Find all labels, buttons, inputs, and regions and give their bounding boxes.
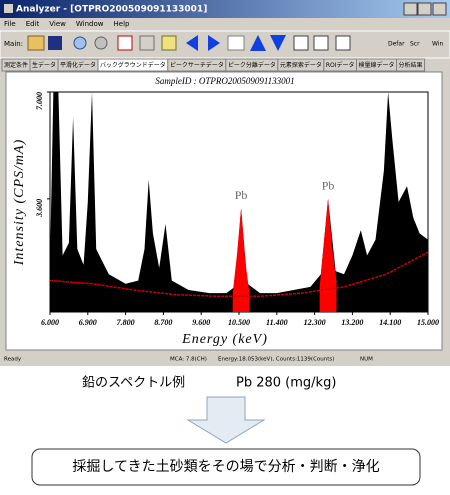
prev-icon[interactable]	[186, 35, 198, 51]
tab-row: 測定条件 生データ 平滑化データ バックグラウンドデータ ピークサーチデータ ピーク分離デ…	[1, 58, 426, 72]
toolbar-button[interactable]: Scr	[410, 41, 420, 48]
tab-label[interactable]: 元素探索データ	[280, 61, 322, 69]
peak-area	[232, 208, 250, 312]
maximize-button[interactable]	[417, 2, 432, 16]
menu-item[interactable]: File	[4, 20, 16, 28]
tab-label[interactable]: ピークサーチデータ	[170, 61, 224, 69]
toolbar-right: Defar Scr Win	[388, 41, 443, 48]
peak-annotation: Pb	[322, 179, 335, 193]
status-text: Ready	[4, 357, 22, 363]
y-tick-label: 3.600	[35, 199, 44, 218]
copy-icon[interactable]	[139, 35, 155, 51]
tab-label[interactable]: 検量線データ	[359, 61, 395, 69]
caption-sample: Pb 280 (mg/kg)	[236, 376, 336, 391]
cancel-icon[interactable]	[94, 36, 108, 50]
peak-area	[319, 198, 337, 312]
up-icon[interactable]	[250, 35, 266, 51]
toolbar-button[interactable]: Defar	[388, 41, 405, 48]
toolbar-button[interactable]: Win	[432, 41, 443, 48]
x-tick-label: 8.700	[154, 318, 172, 327]
tab-label[interactable]: 平滑化データ	[60, 61, 96, 69]
y-axis-label: Intensity (CPS/mA)	[12, 139, 27, 266]
tab-label[interactable]: 分析結果	[399, 61, 423, 69]
x-tick-label: 7.800	[117, 318, 135, 327]
x-tick-label: 9.600	[192, 318, 210, 327]
toolbar-label: Main:	[4, 40, 23, 48]
status-bar: Ready MCA: 7.8(CH) Energy:18.053(keV), Cou…	[0, 352, 450, 366]
open-icon[interactable]	[27, 35, 45, 51]
x-tick-label: 6.000	[41, 318, 59, 327]
peak-annotation: Pb	[235, 188, 248, 202]
minimize-button[interactable]	[403, 2, 418, 16]
spectrum-area	[50, 92, 428, 312]
status-text: NUM	[360, 357, 373, 363]
status-text: MCA: 7.8(CH)	[170, 357, 207, 363]
all-icon[interactable]	[117, 35, 133, 51]
background-line	[49, 251, 429, 298]
x-tick-label: 11.400	[266, 318, 288, 327]
x-tick-label: 12.300	[304, 318, 326, 327]
peak-icon[interactable]	[227, 35, 245, 51]
toolbar-icons[interactable]	[27, 35, 351, 51]
tab-label[interactable]: 生データ	[32, 61, 56, 69]
y-tick-label: 7.000	[35, 92, 44, 110]
folder-icon[interactable]	[161, 35, 177, 51]
app-icon	[4, 4, 13, 13]
list-icon[interactable]	[335, 35, 351, 51]
caption: 鉛のスペクトル例	[82, 376, 185, 391]
zoom-icon[interactable]	[313, 35, 329, 51]
close-button[interactable]	[432, 2, 447, 16]
menu-item[interactable]: View	[49, 20, 66, 28]
x-tick-label: 10.500	[228, 318, 250, 327]
window-title: Analyzer - [OTPRO200509091133001]	[16, 5, 207, 15]
toolbar	[0, 30, 450, 59]
tab-label[interactable]: バックグラウンドデータ	[100, 61, 166, 69]
next-icon[interactable]	[208, 35, 220, 51]
save-icon[interactable]	[48, 36, 62, 50]
down-icon[interactable]	[270, 35, 286, 51]
tab-label[interactable]: ROIデータ	[326, 61, 355, 69]
menu-item[interactable]: Window	[76, 20, 104, 28]
window-icon[interactable]	[293, 35, 309, 51]
conclusion: 採掘してきた土砂類をその場で分析・判断・浄化	[72, 459, 379, 475]
tool-icon[interactable]	[73, 36, 87, 50]
menu-item[interactable]: Edit	[26, 20, 40, 28]
x-tick-label: 14.100	[379, 318, 401, 327]
title-bar	[0, 0, 450, 18]
plot: 6.000 6.900 7.800 8.700 9.600 10.500 11.400 12.…	[35, 91, 439, 327]
conclusion-box	[31, 448, 421, 486]
x-tick-label: 6.900	[79, 318, 97, 327]
chart-title: SampleID : OTPRO200509091133001	[155, 76, 294, 86]
menu-item[interactable]: Help	[114, 20, 131, 28]
tab-label[interactable]: 測定条件	[4, 61, 28, 69]
down-arrow	[186, 396, 266, 444]
x-tick-label: 13.200	[341, 318, 363, 327]
status-text: Energy:18.053(keV), Counts:1139(Counts)	[218, 357, 334, 363]
tab-label[interactable]: ピーク分離データ	[228, 61, 276, 69]
status-background	[0, 352, 450, 366]
menu-bar: File Edit View Window Help	[4, 20, 130, 28]
window-buttons[interactable]	[403, 2, 447, 16]
x-axis-label: Energy (keV)	[181, 332, 268, 347]
x-tick-label: 15.000	[417, 318, 439, 327]
tab[interactable]	[396, 58, 426, 72]
